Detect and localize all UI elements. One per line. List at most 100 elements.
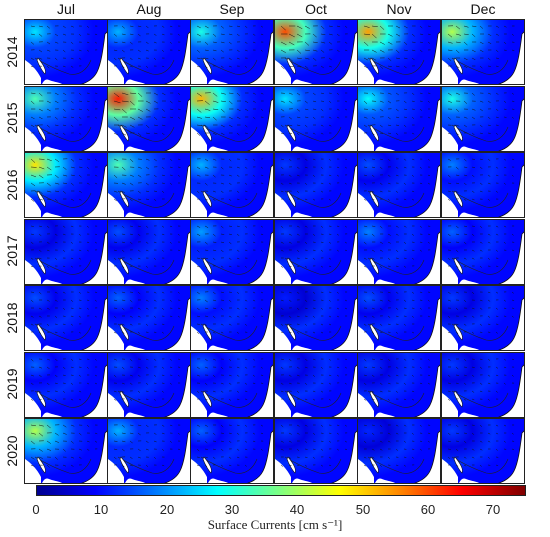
velocity-arrow [129, 315, 133, 318]
velocity-arrow [328, 100, 332, 104]
velocity-arrow [363, 440, 367, 444]
velocity-arrow [371, 233, 375, 237]
velocity-arrow [320, 424, 324, 427]
velocity-arrow [94, 92, 98, 94]
velocity-arrow [177, 315, 180, 318]
velocity-arrow [395, 166, 399, 169]
velocity-arrow [455, 241, 460, 243]
speed-field [442, 20, 524, 84]
depth-contour [367, 257, 425, 275]
velocity-arrow [503, 366, 507, 369]
velocity-arrow [236, 166, 240, 169]
velocity-arrow [113, 331, 117, 334]
velocity-arrow [38, 315, 42, 318]
velocity-arrow [252, 41, 256, 44]
velocity-arrow [228, 225, 233, 227]
velocity-arrow [304, 116, 309, 118]
velocity-arrow [487, 257, 490, 260]
velocity-arrow [86, 307, 89, 310]
velocity-arrow [153, 331, 157, 333]
velocity-arrow [312, 358, 316, 361]
velocity-arrow [137, 92, 143, 97]
velocity-arrow [379, 190, 383, 193]
velocity-arrow [487, 116, 491, 120]
velocity-arrow [145, 241, 149, 244]
velocity-arrow [312, 233, 316, 236]
velocity-arrow [304, 424, 308, 427]
velocity-arrow [212, 41, 217, 43]
velocity-arrow [70, 241, 73, 244]
velocity-arrow [46, 108, 51, 112]
velocity-arrow [86, 249, 89, 252]
velocity-arrow [304, 307, 308, 309]
velocity-arrow [296, 233, 300, 236]
velocity-arrow [228, 158, 232, 162]
velocity-arrow [38, 374, 42, 378]
velocity-arrow [463, 116, 468, 119]
velocity-arrows [30, 158, 98, 202]
velocity-arrow [471, 92, 475, 96]
velocity-arrow [411, 198, 415, 201]
velocity-arrow [403, 424, 407, 427]
velocity-arrow [236, 233, 240, 236]
velocity-arrow [30, 65, 34, 68]
velocity-arrow [403, 198, 407, 201]
velocity-arrows [280, 25, 348, 70]
velocity-arrow [280, 366, 284, 370]
velocity-arrow [371, 315, 375, 318]
velocity-arrow [62, 249, 66, 252]
velocity-arrow [228, 57, 232, 60]
coastline [164, 164, 190, 217]
velocity-arrow [30, 456, 35, 460]
velocity-arrow [228, 41, 232, 45]
velocity-arrow [379, 323, 383, 326]
velocity-arrow [244, 158, 248, 161]
velocity-arrow [296, 174, 300, 177]
velocity-arrow [212, 92, 218, 97]
velocity-arrow [145, 424, 149, 428]
current-map-2020-nov [357, 418, 441, 484]
velocity-arrow [411, 158, 415, 161]
velocity-arrow [169, 25, 173, 28]
velocity-arrow [228, 315, 232, 318]
land-mask [108, 32, 190, 84]
velocity-arrow [38, 331, 42, 334]
velocity-arrow [479, 323, 483, 326]
velocity-arrow [54, 382, 58, 384]
velocity-arrow [220, 265, 224, 268]
current-map-2019-oct [274, 352, 358, 418]
land-mask [191, 99, 273, 151]
velocity-arrow [403, 398, 407, 401]
velocity-arrow [204, 108, 211, 111]
velocity-arrow [371, 307, 375, 310]
velocity-arrows [363, 358, 431, 401]
velocity-arrow [344, 225, 347, 228]
velocity-arrow [129, 225, 133, 227]
velocity-arrow [86, 440, 90, 443]
velocity-arrow [455, 366, 459, 370]
coastline [498, 31, 524, 84]
velocity-arrows [447, 424, 515, 467]
speed-field [191, 220, 273, 284]
land-mask [108, 298, 190, 350]
velocity-arrow [296, 49, 302, 54]
velocity-arrow [161, 166, 165, 170]
velocity-arrow [427, 158, 430, 161]
velocity-arrow [145, 225, 149, 228]
velocity-arrows [363, 291, 431, 334]
velocity-arrow [503, 440, 506, 443]
land-mask [191, 365, 273, 417]
velocity-arrow [94, 440, 98, 443]
velocity-arrow [280, 440, 284, 443]
velocity-arrow [296, 432, 300, 435]
velocity-arrow [395, 374, 399, 377]
velocity-arrow [113, 257, 117, 260]
velocity-arrow [30, 265, 34, 268]
speed-field [275, 419, 357, 483]
velocity-arrow [487, 241, 491, 244]
velocity-arrow [236, 132, 240, 136]
velocity-arrows [363, 25, 431, 69]
velocity-arrow [62, 307, 66, 310]
velocity-arrow [70, 257, 74, 260]
velocity-arrow [236, 174, 240, 177]
